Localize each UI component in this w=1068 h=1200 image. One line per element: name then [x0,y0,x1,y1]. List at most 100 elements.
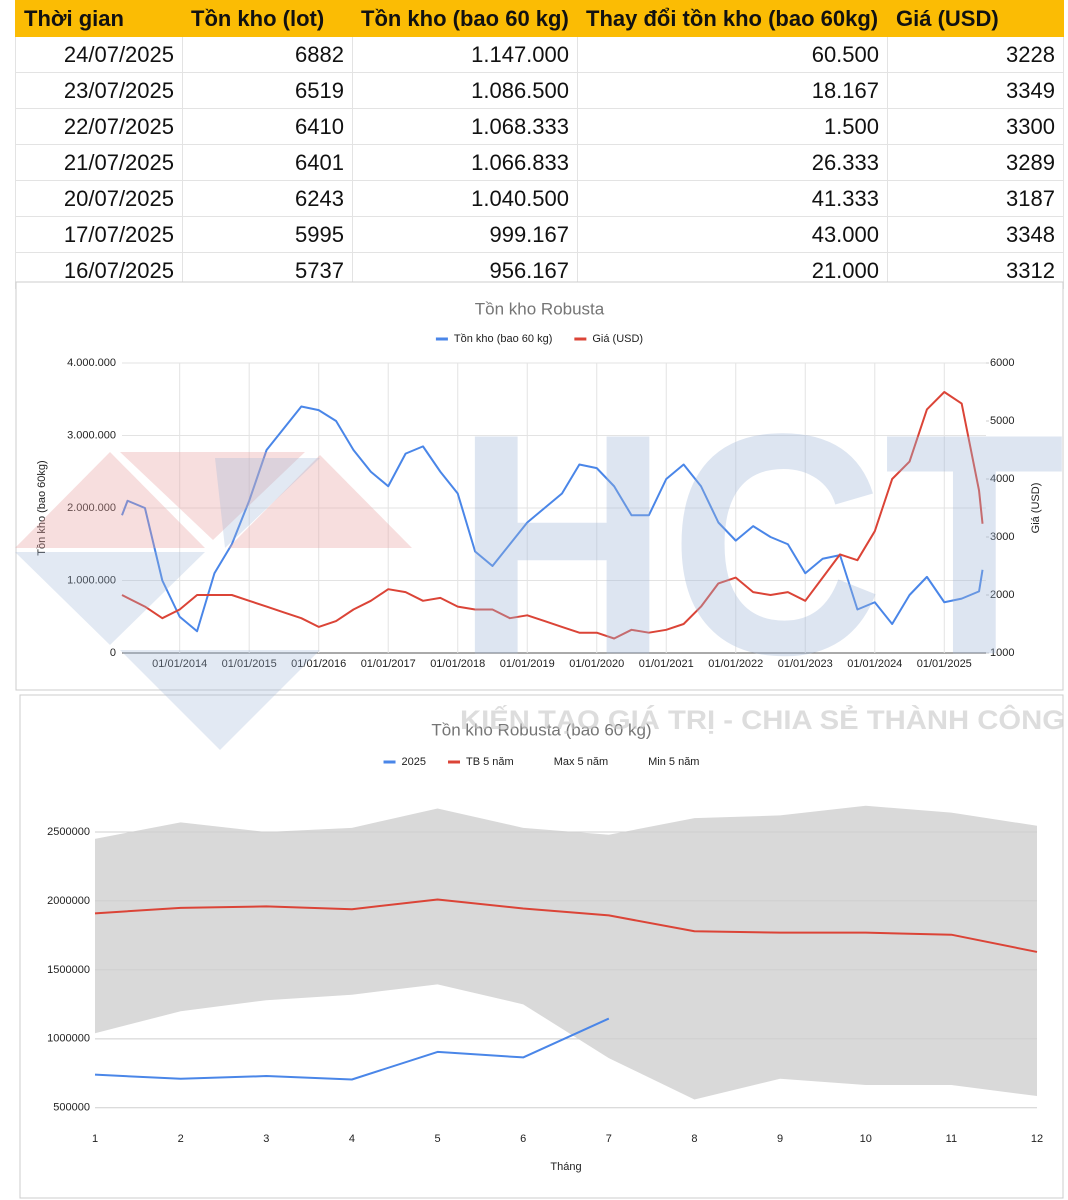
x-tick-label: 6 [520,1133,526,1145]
chart: 0 1.000.000 2.000.000 3.000.000 4.000.000 100… [15,281,1064,691]
legend-label: Min 5 năm [648,756,699,768]
x-tick-label: 01/01/2024 [847,658,902,670]
table-cell: 6401 [182,144,353,181]
line [121,391,984,640]
y-tick-label: 1.000.000 [67,574,116,586]
table-cell: 1.086.500 [352,72,578,109]
legend-swatch [448,760,461,764]
header-cell: Thay đổi tồn kho (bao 60kg) [577,0,888,37]
x-tick-label: 8 [691,1133,697,1145]
x-tick-label: 4 [349,1133,355,1145]
table-cell: 23/07/2025 [15,72,183,109]
table-cell: 6410 [182,108,353,145]
y2-tick-label: 2000 [990,589,1014,601]
table-cell: 22/07/2025 [15,108,183,145]
y2-tick-label: 5000 [990,415,1014,427]
y-tick-label: 4.000.000 [67,357,116,369]
x-tick-label: 9 [777,1133,783,1145]
header-cell: Tồn kho (lot) [182,0,353,37]
table-cell: 3349 [887,72,1064,109]
legend-label: 2025 [402,756,426,768]
y-axis-label: Tồn kho (bao 60kg) [36,460,48,555]
y-tick-label: 2000000 [47,895,90,907]
table-cell: 41.333 [577,180,888,217]
chart-title: Tồn kho Robusta [475,299,605,318]
x-tick-label: 1 [92,1133,98,1145]
legend-swatch [383,760,396,764]
y-tick-label: 0 [110,647,116,659]
table-cell: 21/07/2025 [15,144,183,181]
table-header: Thời gian Tồn kho (lot) Tồn kho (bao 60 kg… [15,0,1064,37]
x-tick-label: 2 [178,1133,184,1145]
line [121,405,984,633]
table-cell: 3228 [887,36,1064,73]
header-cell: Thời gian [15,0,183,37]
x-tick-label: 3 [263,1133,269,1145]
table-cell: 20/07/2025 [15,180,183,217]
legend-label: Max 5 năm [554,756,608,768]
x-tick-label: 01/01/2021 [639,658,694,670]
line [94,1017,610,1081]
chart-title: Tồn kho Robusta (bao 60 kg) [431,720,651,739]
y-tick-label: 2.000.000 [67,502,116,514]
y2-axis-label: Giá (USD) [1030,483,1042,534]
x-tick-label: 5 [434,1133,440,1145]
legend-label: Tồn kho (bao 60 kg) [454,333,552,345]
x-tick-label: 01/01/2018 [430,658,485,670]
x-tick-label: 01/01/2020 [569,658,624,670]
y2-tick-label: 4000 [990,473,1014,485]
legend-swatch [574,337,587,341]
table-cell: 43.000 [577,216,888,253]
legend-swatch [435,337,448,341]
y-tick-label: 500000 [53,1102,90,1114]
x-tick-label: 12 [1031,1133,1043,1145]
table-row: 23/07/2025 6519 1.086.500 18.167 3349 [15,72,1064,109]
table-cell: 6243 [182,180,353,217]
x-tick-label: 01/01/2015 [222,658,277,670]
table-cell: 5995 [182,216,353,253]
y-tick-label: 1000000 [47,1033,90,1045]
x-tick-label: 11 [946,1133,957,1145]
table-row: 21/07/2025 6401 1.066.833 26.333 3289 [15,144,1064,181]
x-tick-label: 01/01/2025 [917,658,972,670]
header-cell: Giá (USD) [887,0,1064,37]
table-cell: 3348 [887,216,1064,253]
x-axis-label: Tháng [550,1161,581,1173]
x-tick-label: 7 [606,1133,612,1145]
y-tick-label: 1500000 [47,964,90,976]
legend-label: TB 5 năm [466,756,514,768]
y-tick-label: 3.000.000 [67,429,116,441]
x-tick-label: 10 [860,1133,872,1145]
legend-label: Giá (USD) [592,333,643,345]
x-tick-label: 01/01/2022 [708,658,763,670]
table-cell: 3289 [887,144,1064,181]
table-cell: 26.333 [577,144,888,181]
y-tick-label: 2500000 [47,826,90,838]
table-cell: 3300 [887,108,1064,145]
table-cell: 1.147.000 [352,36,578,73]
table-cell: 6519 [182,72,353,109]
x-tick-label: 01/01/2017 [361,658,416,670]
line [94,898,1038,953]
x-tick-label: 01/01/2019 [500,658,555,670]
table-cell: 1.066.833 [352,144,578,181]
table-row: 17/07/2025 5995 999.167 43.000 3348 [15,216,1064,253]
legend: Tồn kho (bao 60 kg) Giá (USD) [435,333,643,345]
x-tick-label: 01/01/2023 [778,658,833,670]
charts: 01.000.0002.000.0003.000.0004.000.000100… [15,281,1064,1199]
y2-tick-label: 6000 [990,357,1014,369]
y2-tick-label: 3000 [990,531,1014,543]
table-row: 20/07/2025 6243 1.040.500 41.333 3187 [15,180,1064,217]
table-cell: 24/07/2025 [15,36,183,73]
x-tick-label: 01/01/2016 [291,658,346,670]
area [95,984,1037,1125]
x-tick-label: 01/01/2014 [152,658,207,670]
legend: 2025 TB 5 năm Max 5 năm Min 5 năm [383,756,699,768]
table-cell: 18.167 [577,72,888,109]
chart-frame [15,281,1064,691]
y2-tick-label: 1000 [990,647,1014,659]
table-cell: 17/07/2025 [15,216,183,253]
